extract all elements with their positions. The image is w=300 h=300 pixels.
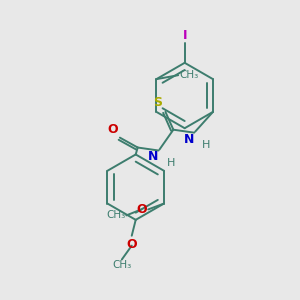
Text: N: N [184,133,194,146]
Text: H: H [202,140,211,150]
Text: CH₃: CH₃ [106,210,125,220]
Text: CH₃: CH₃ [112,260,131,271]
Text: CH₃: CH₃ [179,70,198,80]
Text: O: O [126,238,137,251]
Text: N: N [148,151,158,164]
Text: O: O [107,123,118,136]
Text: I: I [182,29,187,42]
Text: H: H [167,158,175,168]
Text: S: S [154,96,163,109]
Text: O: O [136,203,147,216]
